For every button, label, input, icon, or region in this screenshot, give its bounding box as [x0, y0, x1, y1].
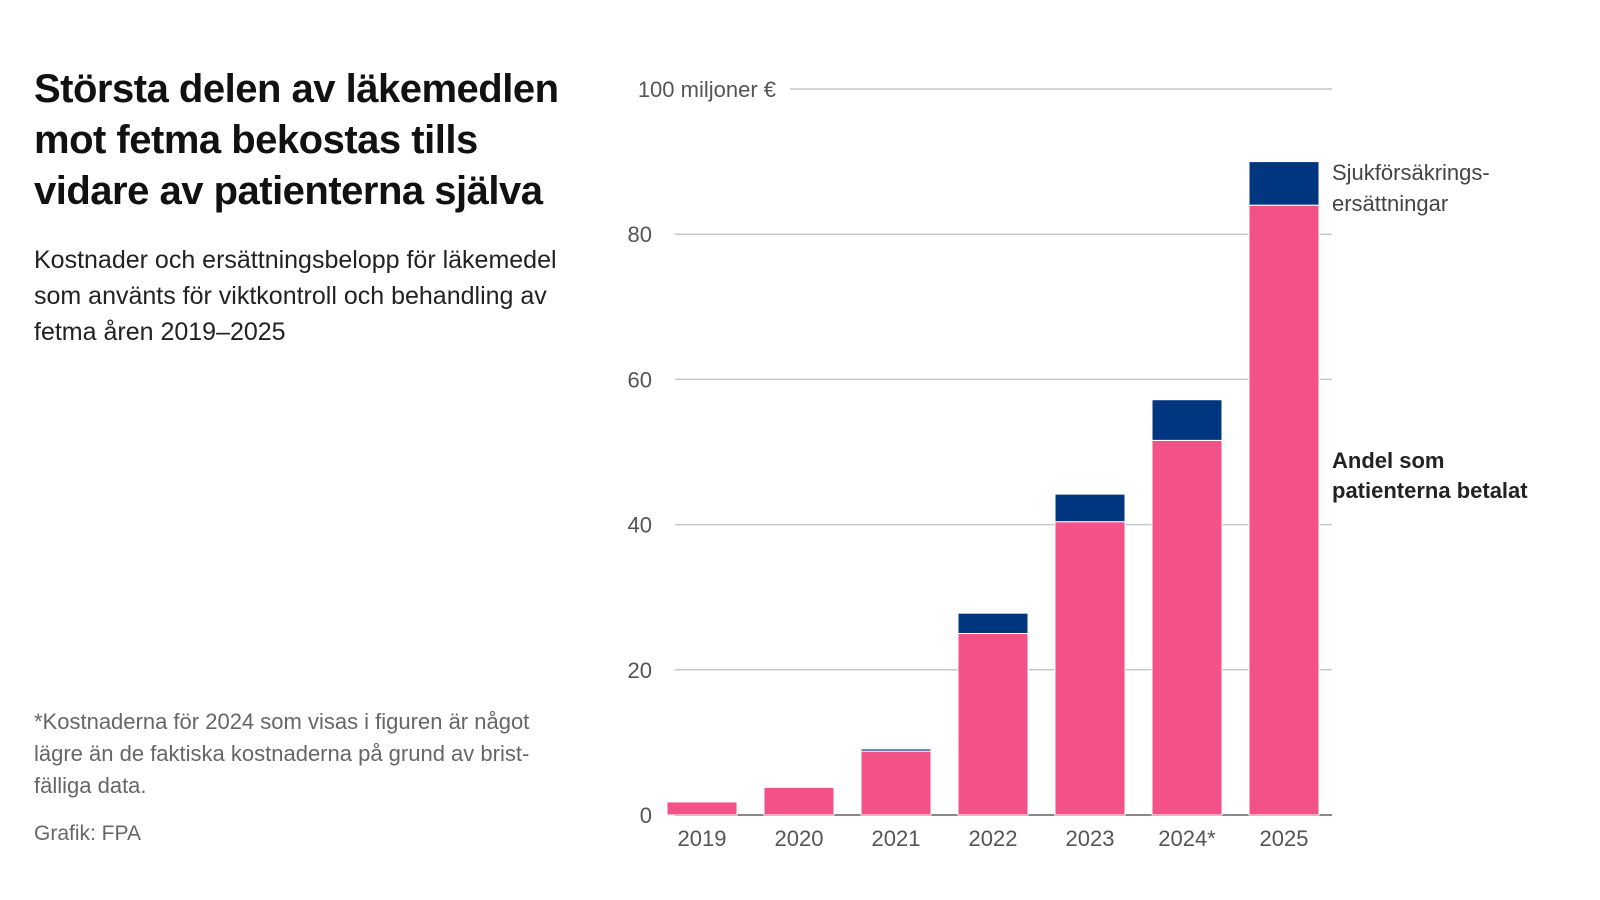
- bar-patient-share: [1248, 204, 1320, 816]
- footnote: *Kostnaderna för 2024 som visas i figure…: [34, 709, 530, 798]
- bar-patient-share: [1054, 521, 1126, 816]
- bar-insurance: [1054, 493, 1126, 523]
- chart-title: Största delen av läkemedlen mot fetma be…: [34, 67, 559, 213]
- x-tick-label: 2025: [1260, 826, 1309, 851]
- chart-subtitle: Kostnader och ersättningsbelopp för läke…: [34, 246, 557, 346]
- legend-patient-line2: patienterna betalat: [1332, 478, 1528, 503]
- bar-patient-share: [763, 786, 835, 816]
- legend-insurance-line2: ersättningar: [1332, 191, 1448, 216]
- bar-patient-share: [860, 750, 932, 816]
- x-tick-label: 2024*: [1158, 826, 1216, 851]
- x-tick-label: 2023: [1066, 826, 1115, 851]
- legend-patient-line1: Andel som: [1332, 448, 1444, 473]
- x-tick-label: 2022: [969, 826, 1018, 851]
- bar-patient-share: [666, 801, 738, 816]
- x-tick-label: 2020: [775, 826, 824, 851]
- bar-insurance: [860, 748, 932, 752]
- y-tick-label: 0: [640, 803, 652, 828]
- x-tick-label: 2021: [872, 826, 921, 851]
- bar-patient-share: [957, 633, 1029, 816]
- legend-insurance-line1: Sjukförsäkrings-: [1332, 160, 1490, 185]
- y-tick-label: 40: [628, 513, 652, 538]
- y-tick-label: 60: [628, 367, 652, 392]
- legend-patient-share: Andel som patienterna betalat: [1332, 448, 1528, 503]
- y-tick-label: 80: [628, 222, 652, 247]
- legend-insurance: Sjukförsäkrings- ersättningar: [1332, 160, 1496, 216]
- y-tick-label: 20: [628, 658, 652, 683]
- x-tick-label: 2019: [678, 826, 727, 851]
- y-axis-label: 100 miljoner €: [638, 77, 776, 102]
- bar-insurance: [1248, 161, 1320, 206]
- bar-patient-share: [1151, 439, 1223, 816]
- source: Grafik: FPA: [34, 822, 141, 845]
- bar-insurance: [1151, 399, 1223, 441]
- bar-insurance: [957, 612, 1029, 634]
